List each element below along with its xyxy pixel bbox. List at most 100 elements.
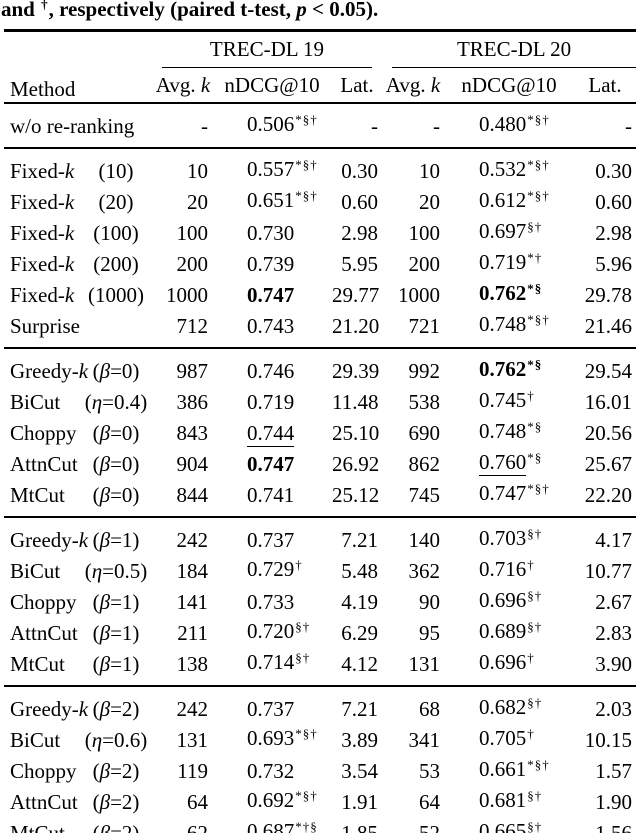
text-segment: Choppy <box>10 589 77 614</box>
text-segment: η <box>91 558 103 583</box>
text-segment: =0.5) <box>102 558 148 583</box>
method-param: (20) <box>76 188 156 216</box>
table-section-3: Greedy-k (β=0) 987 0.746 29.39 992 0.762*§ 29.5… <box>4 348 637 517</box>
significance-markers: *§† <box>295 188 318 203</box>
cell-value: 1000 <box>166 282 208 307</box>
text-segment: † <box>41 0 49 12</box>
significance-markers: † <box>527 557 535 572</box>
latency-cell-trec20: 1.57 <box>574 755 636 786</box>
cell-value: 6.29 <box>341 620 378 645</box>
cell-value: 53 <box>419 758 440 783</box>
latency-cell-trec19: 5.95 <box>332 248 382 279</box>
cell-value: 100 <box>176 220 209 245</box>
avg-k-cell-trec19: 100 <box>154 217 212 248</box>
text-segment: k <box>64 220 75 245</box>
method-cell: Fixed-k (100) <box>4 217 154 248</box>
cell-value: 862 <box>408 451 441 476</box>
text-segment: =2) <box>110 696 140 721</box>
cell-value: 2.83 <box>595 620 633 645</box>
group-label-trec-dl-20: TREC-DL 20 <box>392 34 637 68</box>
method-cell: MtCut (β=0) <box>4 479 154 517</box>
cell-value: 538 <box>408 389 441 414</box>
text-segment: ( <box>84 389 92 414</box>
latency-cell-trec20: 21.46 <box>574 310 636 348</box>
latency-cell-trec19: 7.21 <box>332 517 382 555</box>
ndcg-cell-trec20: 0.480*§† <box>444 103 574 148</box>
significance-markers: §† <box>527 695 543 710</box>
cell-value: 29.78 <box>584 282 633 307</box>
cell-value: 0.557 <box>247 157 295 181</box>
significance-markers: §† <box>527 819 543 833</box>
method-param: (β=2) <box>76 819 156 833</box>
method-cell: Fixed-k (200) <box>4 248 154 279</box>
ndcg-cell-trec19: 0.744 <box>212 417 332 448</box>
text-segment: =0) <box>110 482 140 507</box>
text-segment: Lat. <box>340 72 374 97</box>
method-cell: MtCut (β=2) <box>4 817 154 833</box>
cell-value: 0.744 <box>247 420 295 447</box>
text-segment: Fixed- <box>10 251 65 276</box>
text-segment: Avg. <box>155 72 201 97</box>
avg-k-cell-trec19: 200 <box>154 248 212 279</box>
text-segment: =0.4) <box>102 389 148 414</box>
significance-markers: §† <box>527 526 543 541</box>
table-row: Choppy (β=1) 141 0.733 4.19 90 0.696§† 2.67 <box>4 586 636 617</box>
avg-k-cell-trec19: 64 <box>154 786 212 817</box>
table-section-1: w/o re-ranking -0.506*§† - -0.480*§† - <box>4 103 637 148</box>
significance-markers: † <box>295 557 303 572</box>
cell-value: 10 <box>419 158 440 183</box>
cell-value: 745 <box>408 482 441 507</box>
avg-k-cell-trec20: 20 <box>382 186 444 217</box>
cell-value: 721 <box>408 313 441 338</box>
significance-markers: *§ <box>527 357 543 372</box>
significance-markers: §† <box>527 588 543 603</box>
cell-value: 200 <box>176 251 209 276</box>
latency-cell-trec20: 22.20 <box>574 479 636 517</box>
text-segment: (1000) <box>88 282 144 307</box>
cell-value: 138 <box>176 651 209 676</box>
group-label-trec-dl-19: TREC-DL 19 <box>162 34 372 68</box>
ndcg-cell-trec19: 0.747 <box>212 448 332 479</box>
ndcg-cell-trec19: 0.737 <box>212 517 332 555</box>
latency-cell-trec19: 3.89 <box>332 724 382 755</box>
cell-value: 68 <box>419 696 440 721</box>
ndcg-cell-trec19: 0.506*§† <box>212 103 332 148</box>
text-segment: (100) <box>93 220 139 245</box>
table-row: MtCut (β=2) 62 0.687*†§ 1.85 52 0.665§† 1.56 <box>4 817 636 833</box>
method-cell: Greedy-k (β=1) <box>4 517 154 555</box>
text-segment: β <box>99 420 111 445</box>
cell-value: 0.720 <box>247 619 295 643</box>
latency-cell-trec19: 5.48 <box>332 555 382 586</box>
method-cell: AttnCut (β=0) <box>4 448 154 479</box>
avg-k-cell-trec20: 64 <box>382 786 444 817</box>
cell-value: 0.741 <box>247 482 295 507</box>
text-segment: β <box>99 620 111 645</box>
significance-markers: *§ <box>527 450 543 465</box>
cell-value: 0.30 <box>341 158 378 183</box>
cell-value: 22.20 <box>584 482 633 507</box>
ndcg-cell-trec20: 0.716† <box>444 555 574 586</box>
avg-k-cell-trec19: 62 <box>154 817 212 833</box>
cell-value: 0.729 <box>247 557 295 581</box>
latency-cell-trec19: 4.12 <box>332 648 382 686</box>
method-cell: AttnCut (β=2) <box>4 786 154 817</box>
text-segment: ( <box>92 451 100 476</box>
text-segment: k <box>78 358 89 383</box>
latency-cell-trec19: 25.12 <box>332 479 382 517</box>
text-segment: ( <box>92 589 100 614</box>
avg-k-cell-trec19: 141 <box>154 586 212 617</box>
text-segment: MtCut <box>10 482 65 507</box>
ndcg-cell-trec20: 0.748*§ <box>444 417 574 448</box>
table-section-5: Greedy-k (β=2) 242 0.737 7.21 68 0.682§† 2.03 Bi… <box>4 686 637 833</box>
latency-cell-trec20: 3.90 <box>574 648 636 686</box>
latency-cell-trec20: 10.77 <box>574 555 636 586</box>
significance-markers: *†§ <box>295 819 318 833</box>
ndcg-cell-trec19: 0.687*†§ <box>212 817 332 833</box>
ndcg-cell-trec20: 0.612*§† <box>444 186 574 217</box>
text-segment: Choppy <box>10 758 77 783</box>
avg-k-cell-trec19: 184 <box>154 555 212 586</box>
avg-k-cell-trec19: 20 <box>154 186 212 217</box>
method-param: (η=0.5) <box>76 557 156 585</box>
ndcg-cell-trec19: 0.733 <box>212 586 332 617</box>
avg-k-cell-trec19: 987 <box>154 348 212 386</box>
